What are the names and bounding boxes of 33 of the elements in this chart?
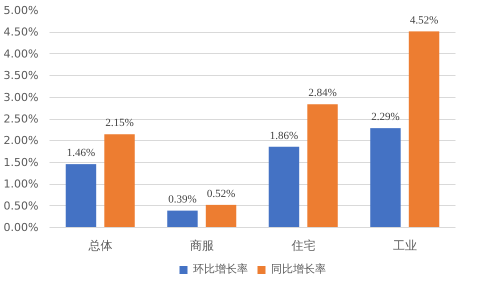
y-tick-label: 2.50% — [4, 112, 39, 126]
data-label: 0.39% — [168, 194, 197, 206]
data-label: 2.84% — [308, 87, 337, 100]
data-label: 0.52% — [206, 188, 236, 200]
data-label: 1.86% — [270, 130, 298, 142]
x-tick-label: 总体 — [87, 238, 112, 252]
y-tick-label: 0.50% — [4, 199, 39, 212]
y-tick-label: 4.00% — [4, 47, 39, 60]
data-label: 4.52% — [410, 14, 438, 26]
data-label: 2.15% — [105, 117, 134, 130]
y-tick-label: 4.50% — [4, 26, 39, 39]
x-tick-label: 商服 — [190, 238, 214, 252]
data-label: 2.29% — [371, 111, 400, 124]
y-tick-label: 3.00% — [4, 90, 39, 104]
y-tick-label: 1.00% — [4, 178, 39, 191]
bar — [307, 104, 338, 228]
data-label: 1.46% — [66, 147, 96, 160]
bar — [66, 164, 96, 228]
legend-label: 同比增长率 — [271, 262, 326, 276]
y-tick-label: 2.00% — [4, 134, 39, 148]
bar — [104, 134, 135, 228]
bar — [268, 146, 300, 228]
y-tick-label: 0.00% — [4, 221, 39, 234]
bar — [370, 128, 401, 228]
y-tick-label: 5.00% — [4, 4, 39, 17]
bar — [206, 204, 236, 228]
x-tick-label: 住宅 — [290, 238, 316, 252]
legend-label: 环比增长率 — [193, 262, 248, 276]
bar — [167, 210, 198, 228]
bar — [408, 31, 440, 228]
y-tick-label: 1.50% — [4, 156, 39, 169]
y-tick-label: 3.50% — [4, 69, 39, 82]
x-tick-label: 工业 — [392, 238, 417, 252]
